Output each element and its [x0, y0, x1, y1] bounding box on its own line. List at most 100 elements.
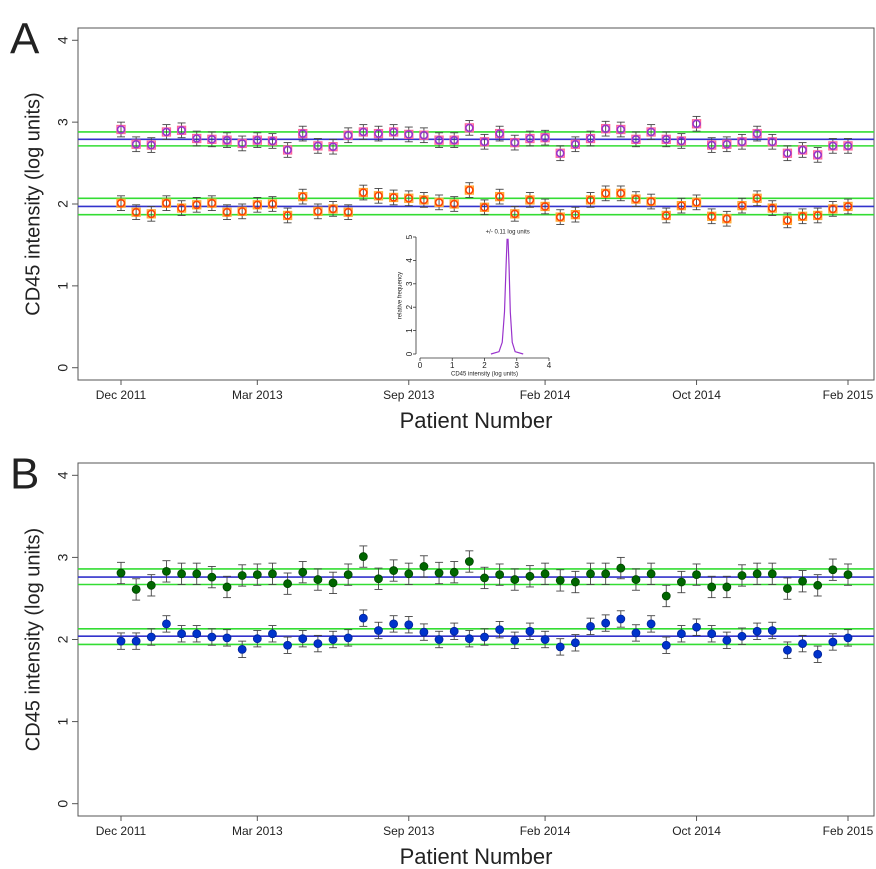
- marker-circle: [525, 195, 535, 205]
- marker: [419, 627, 429, 637]
- y-axis-label: CD45 intensity (log units): [22, 92, 44, 315]
- marker-circle: [722, 214, 732, 224]
- marker-circle: [162, 127, 171, 137]
- panel-label: B: [10, 450, 39, 499]
- marker-circle: [616, 125, 626, 134]
- marker: [752, 569, 762, 579]
- marker: [192, 629, 202, 639]
- marker-circle: [237, 207, 247, 216]
- marker-circle: [783, 216, 792, 225]
- marker: [601, 618, 611, 628]
- marker-circle: [661, 211, 671, 220]
- marker-circle: [449, 135, 459, 145]
- marker: [464, 557, 474, 566]
- y-tick-label: 1: [55, 717, 71, 725]
- marker: [570, 638, 580, 648]
- marker-circle: [601, 124, 610, 133]
- marker: [676, 629, 686, 639]
- marker-circle: [207, 135, 217, 144]
- marker-circle: [146, 209, 156, 219]
- marker-circle: [177, 203, 186, 213]
- marker: [358, 552, 368, 561]
- marker-circle: [677, 201, 686, 210]
- marker: [177, 629, 186, 639]
- marker: [131, 585, 141, 594]
- marker: [131, 636, 141, 646]
- marker-circle: [677, 136, 686, 146]
- marker: [676, 577, 686, 587]
- marker: [146, 580, 156, 590]
- marker: [389, 566, 399, 575]
- marker: [707, 582, 717, 592]
- marker-circle: [631, 135, 641, 144]
- marker-circle: [571, 210, 580, 219]
- marker-circle: [843, 202, 853, 211]
- marker: [374, 626, 383, 635]
- marker-circle: [434, 135, 444, 145]
- marker: [222, 582, 232, 592]
- x-axis-label: Patient Number: [400, 844, 553, 869]
- marker-circle: [146, 140, 156, 150]
- marker-circle: [404, 130, 414, 139]
- marker-circle: [510, 138, 520, 147]
- marker-circle: [131, 207, 141, 217]
- inset-y-tick-label: 2: [405, 304, 414, 309]
- marker-circle: [389, 127, 398, 137]
- marker: [828, 565, 838, 575]
- marker-circle: [480, 202, 489, 212]
- marker-circle: [253, 135, 262, 145]
- marker-circle: [162, 198, 171, 208]
- inset-y-tick-label: 0: [405, 351, 414, 356]
- y-tick-label: 4: [55, 471, 71, 479]
- marker-circle: [828, 141, 838, 151]
- marker-circle: [298, 192, 308, 201]
- marker-circle: [767, 203, 777, 213]
- inset-annotation: +/- 0.11 log units: [486, 230, 530, 236]
- marker-circle: [465, 123, 474, 133]
- marker: [525, 626, 535, 636]
- marker-circle: [828, 204, 838, 214]
- x-tick-label: Feb 2015: [823, 388, 874, 402]
- marker: [646, 569, 656, 579]
- marker: [722, 635, 732, 645]
- inset-x-tick-label: 4: [547, 361, 552, 370]
- marker: [464, 634, 474, 644]
- marker-circle: [465, 185, 474, 195]
- marker: [313, 639, 323, 649]
- x-tick-label: Sep 2013: [383, 824, 435, 838]
- marker: [480, 573, 489, 583]
- inset-y-tick-label: 1: [405, 328, 414, 333]
- marker-circle: [237, 139, 247, 148]
- marker-circle: [737, 137, 747, 147]
- x-tick-label: Sep 2013: [383, 388, 435, 402]
- y-tick-label: 0: [55, 800, 71, 808]
- marker: [252, 570, 262, 580]
- marker-circle: [661, 135, 671, 144]
- marker: [116, 636, 126, 646]
- marker: [237, 644, 247, 654]
- marker: [298, 634, 308, 644]
- marker-circle: [495, 192, 504, 201]
- marker: [783, 584, 792, 594]
- marker-circle: [798, 211, 807, 221]
- plot-frame: [77, 27, 875, 381]
- marker: [661, 591, 671, 601]
- marker: [434, 568, 444, 578]
- marker-circle: [616, 189, 626, 198]
- marker: [510, 635, 520, 645]
- marker-circle: [798, 145, 807, 155]
- marker-circle: [752, 193, 762, 203]
- marker-circle: [601, 189, 610, 198]
- marker: [495, 625, 505, 635]
- inset: 0 1 2 3 4 0 1 2 3 4 5 CD45 intensity (log units) rel…: [398, 230, 552, 378]
- marker-circle: [328, 142, 338, 151]
- marker-circle: [555, 212, 565, 222]
- marker-circle: [586, 195, 595, 205]
- marker: [116, 568, 126, 578]
- marker: [449, 626, 459, 636]
- marker-circle: [116, 125, 126, 134]
- marker-circle: [192, 134, 202, 143]
- marker: [146, 632, 156, 642]
- marker-circle: [192, 200, 202, 210]
